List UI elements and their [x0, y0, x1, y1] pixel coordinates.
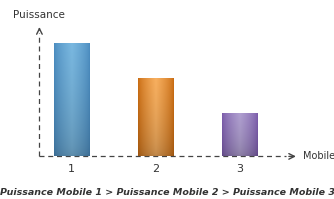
Text: 1: 1	[68, 164, 75, 174]
Text: Mobiles: Mobiles	[303, 151, 334, 161]
Text: 3: 3	[236, 164, 243, 174]
Text: Puissance Mobile 1 > Puissance Mobile 2 > Puissance Mobile 3: Puissance Mobile 1 > Puissance Mobile 2 …	[0, 188, 334, 197]
Text: 2: 2	[152, 164, 159, 174]
Text: Puissance: Puissance	[13, 10, 65, 20]
